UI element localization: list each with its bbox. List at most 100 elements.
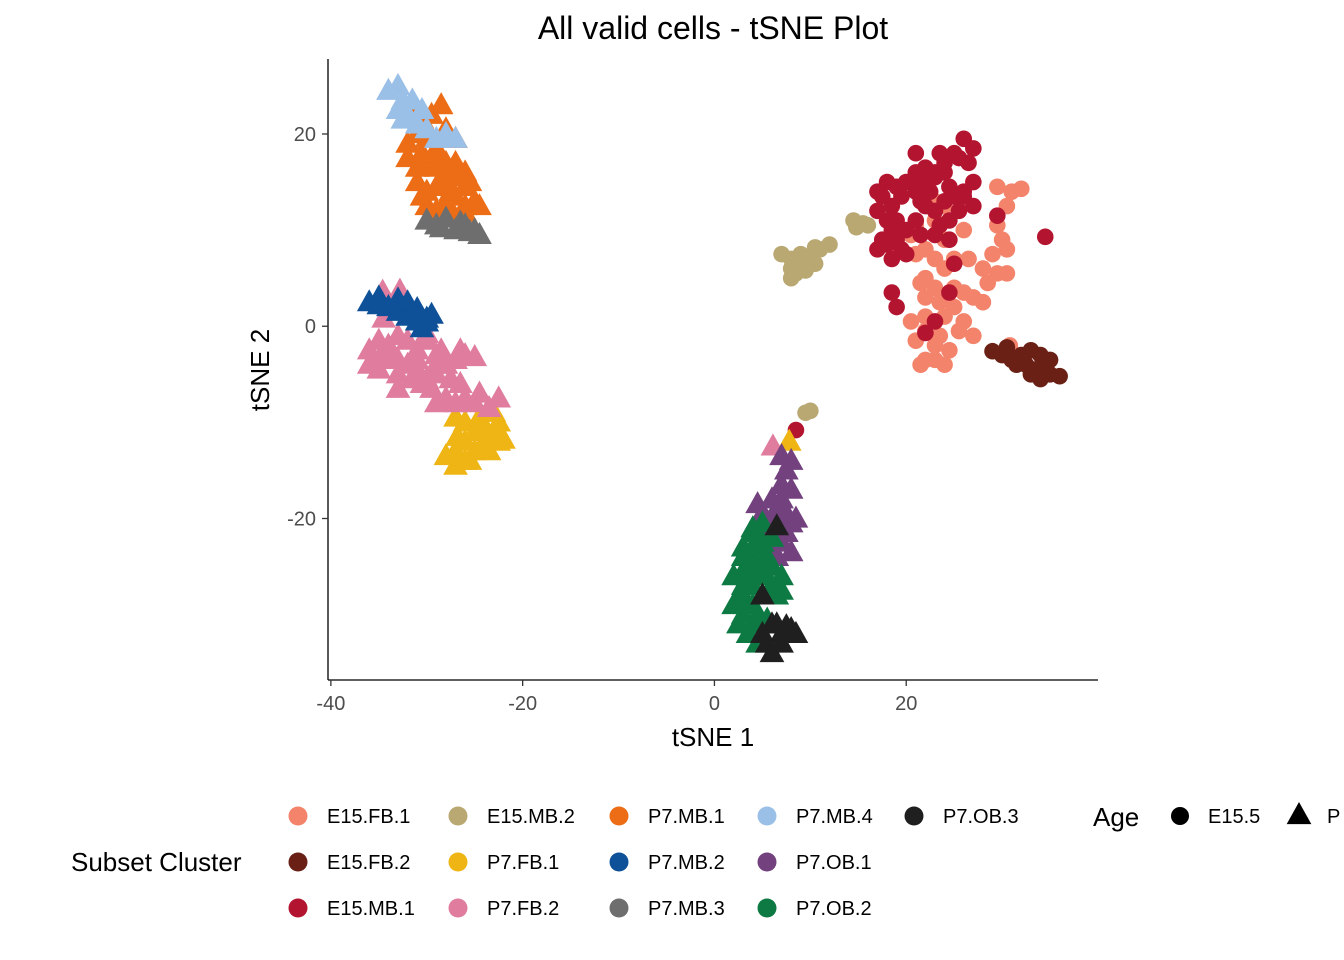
data-point: [750, 620, 775, 643]
data-point: [912, 192, 929, 210]
data-point: [447, 370, 473, 394]
legend-label: E15.FB.1: [327, 806, 410, 828]
legend-label: P7.MB.3: [648, 898, 725, 920]
data-point: [950, 202, 968, 220]
series-E15.MB.1: [787, 130, 1054, 439]
legend-shape-label: E15.5: [1208, 806, 1260, 828]
plot-points: [356, 72, 1068, 663]
series-P7.MB.4: [376, 72, 468, 148]
data-point: [445, 423, 470, 446]
y-tick-label: 0: [305, 316, 316, 338]
data-point: [998, 241, 1016, 258]
legend-entry-E15.MB.1: E15.MB.1: [288, 898, 415, 920]
data-point: [998, 265, 1016, 282]
data-point: [366, 356, 392, 379]
legend-entry-P7.MB.3: P7.MB.3: [609, 898, 725, 920]
series-E15.MB.2: [773, 212, 877, 422]
data-point: [965, 173, 982, 191]
data-point: [806, 239, 824, 256]
legend-label: P7.MB.4: [796, 806, 873, 828]
data-point: [960, 250, 977, 268]
data-point: [926, 226, 944, 244]
data-point: [783, 505, 809, 528]
data-point: [821, 236, 838, 253]
data-point: [1012, 180, 1030, 198]
data-point: [974, 293, 992, 311]
legend-swatch: [609, 806, 629, 826]
data-point: [941, 231, 958, 249]
data-point: [883, 284, 901, 301]
legend-swatch: [757, 806, 777, 826]
data-point: [941, 178, 958, 196]
legend-swatch: [288, 852, 308, 872]
legend-swatch: [288, 898, 308, 918]
series-P7.MB.3: [414, 205, 492, 245]
legend-shape-swatch: [1286, 802, 1312, 825]
data-point: [424, 173, 449, 196]
x-axis-ticks: -40 -20 0 20: [316, 680, 917, 715]
legend-entry-P7.OB.2: P7.OB.2: [757, 898, 872, 920]
legend-swatch: [448, 852, 468, 872]
data-point: [776, 428, 802, 451]
data-point: [400, 366, 425, 389]
legend-color-title: Subset Cluster: [71, 847, 242, 877]
data-point: [390, 106, 416, 129]
data-point: [979, 274, 997, 292]
data-point: [409, 183, 435, 206]
data-point: [438, 178, 464, 201]
data-point: [960, 154, 977, 172]
legend-entry-P7.FB.1: P7.FB.1: [448, 852, 559, 874]
legend-swatch: [609, 898, 629, 918]
data-point: [457, 219, 483, 242]
data-point: [989, 207, 1006, 224]
data-point: [428, 337, 454, 360]
data-point: [385, 286, 411, 309]
legend-shape-label: P: [1327, 806, 1340, 828]
legend-swatch: [757, 898, 777, 918]
data-point: [936, 356, 953, 373]
legend-shape-entry: E15.5: [1171, 806, 1260, 828]
data-point: [424, 390, 449, 413]
data-point: [912, 356, 929, 373]
data-point: [931, 144, 949, 162]
data-point: [467, 380, 492, 403]
data-point: [907, 212, 925, 229]
data-point: [486, 385, 512, 408]
legend-label: P7.FB.2: [487, 898, 559, 920]
data-point: [782, 269, 800, 287]
legend-entry-P7.MB.4: P7.MB.4: [757, 806, 873, 828]
data-point: [848, 218, 865, 236]
data-point: [759, 486, 785, 509]
data-point: [984, 245, 1001, 263]
y-axis-label: tSNE 2: [245, 329, 275, 411]
data-point: [414, 309, 440, 332]
legend-shape-swatch: [1171, 807, 1189, 825]
data-point: [433, 120, 459, 144]
data-point: [941, 341, 958, 359]
data-point: [1008, 356, 1025, 373]
data-point: [912, 226, 929, 244]
data-point: [989, 178, 1006, 196]
data-point: [467, 193, 492, 216]
data-point: [998, 339, 1016, 356]
data-point: [385, 361, 411, 384]
data-point: [447, 337, 473, 360]
x-tick-label: 20: [895, 693, 917, 715]
data-point: [1051, 367, 1068, 385]
series-P7.MB.2: [356, 284, 444, 338]
data-point: [400, 87, 425, 110]
series-E15.FB.2: [984, 339, 1068, 388]
data-point: [926, 337, 944, 354]
y-tick-label: 20: [294, 124, 316, 146]
y-tick-label: -20: [287, 509, 316, 531]
legend-label: E15.MB.1: [327, 898, 415, 920]
legend-entry-P7.FB.2: P7.FB.2: [448, 898, 559, 920]
chart-title: All valid cells - tSNE Plot: [538, 10, 888, 46]
data-point: [774, 457, 799, 480]
data-point: [433, 443, 459, 466]
legend-label: P7.FB.1: [487, 852, 559, 874]
data-point: [950, 322, 968, 340]
data-point: [462, 344, 488, 367]
data-point: [802, 402, 819, 420]
data-point: [902, 173, 920, 191]
